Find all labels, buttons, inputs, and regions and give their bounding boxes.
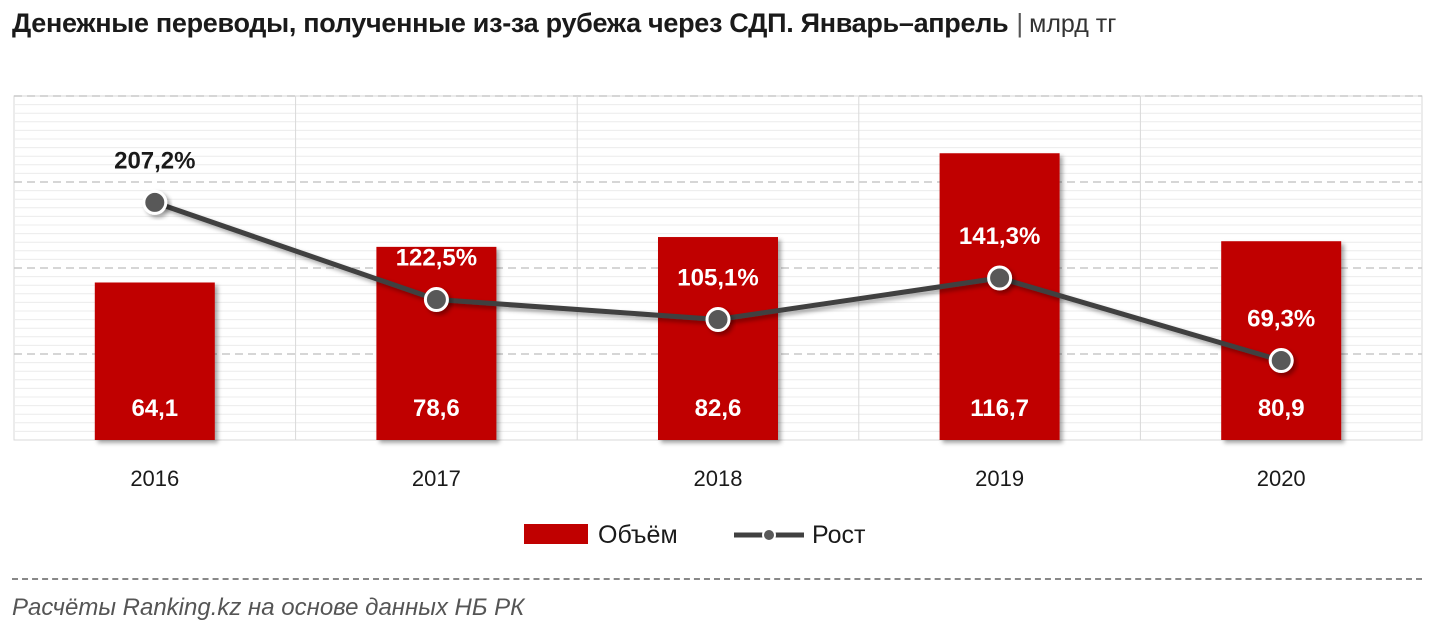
source-note: Расчёты Ranking.kz на основе данных НБ Р… bbox=[12, 594, 525, 621]
legend-label-growth: Рост bbox=[812, 521, 866, 549]
bar-value-label: 82,6 bbox=[695, 395, 742, 422]
legend-label-volume: Объём bbox=[598, 521, 678, 549]
bar-2017 bbox=[376, 246, 497, 440]
x-tick-label: 2017 bbox=[412, 466, 461, 491]
legend-swatch-growth-marker bbox=[762, 528, 776, 542]
chart-unit: млрд тг bbox=[1029, 10, 1117, 38]
growth-point-2016 bbox=[142, 189, 168, 215]
bar-value-label: 78,6 bbox=[413, 395, 460, 422]
growth-value-label: 105,1% bbox=[677, 264, 758, 291]
chart: 64,1 78,6 82,6 116,7 80,9 207,2% 122,5% 105,1% 1… bbox=[13, 95, 1423, 549]
x-tick-label: 2016 bbox=[130, 466, 179, 491]
title-separator: | bbox=[1016, 8, 1024, 38]
x-axis: 2016 2017 2018 2019 2020 bbox=[130, 466, 1305, 491]
bar-series-volume: 64,1 78,6 82,6 116,7 80,9 bbox=[94, 153, 1342, 440]
bar-2016 bbox=[94, 282, 215, 440]
bar-value-label: 80,9 bbox=[1258, 395, 1305, 422]
growth-value-label: 69,3% bbox=[1247, 306, 1315, 333]
growth-value-label: 207,2% bbox=[114, 147, 195, 174]
bar-value-label: 116,7 bbox=[970, 395, 1029, 422]
growth-value-label: 122,5% bbox=[396, 245, 477, 272]
chart-title: Денежные переводы, полученные из-за рубе… bbox=[12, 8, 1116, 39]
legend-swatch-volume bbox=[524, 524, 588, 544]
bar-2018 bbox=[658, 237, 778, 440]
growth-point-2020 bbox=[1268, 348, 1294, 374]
growth-point-2019 bbox=[987, 265, 1013, 291]
chart-title-main: Денежные переводы, полученные из-за рубе… bbox=[12, 8, 1009, 38]
x-tick-label: 2019 bbox=[975, 466, 1024, 491]
growth-point-2018 bbox=[705, 306, 731, 332]
bar-2019 bbox=[939, 153, 1060, 440]
bar-value-label: 64,1 bbox=[131, 395, 178, 422]
line-series-growth: 207,2% 122,5% 105,1% 141,3% 69,3% bbox=[114, 147, 1315, 374]
footer-divider bbox=[12, 578, 1422, 580]
growth-point-2017 bbox=[423, 287, 449, 313]
legend: Объём Рост bbox=[524, 521, 866, 549]
x-tick-label: 2018 bbox=[694, 466, 743, 491]
growth-value-label: 141,3% bbox=[959, 223, 1040, 250]
x-tick-label: 2020 bbox=[1257, 466, 1306, 491]
bar-2020 bbox=[1221, 241, 1342, 440]
